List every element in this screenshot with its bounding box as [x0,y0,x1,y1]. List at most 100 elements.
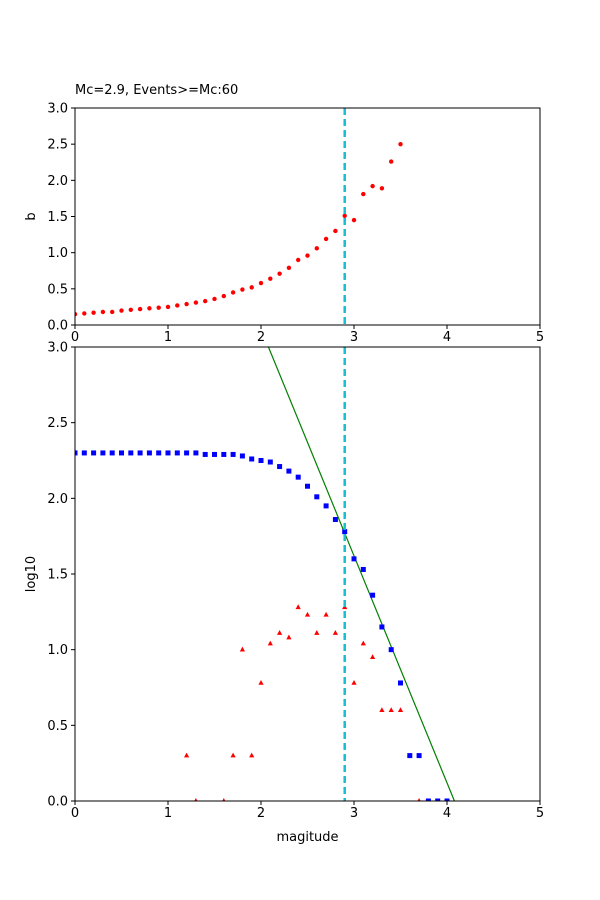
b-value-y-tick-label: 0.5 [47,282,68,297]
b-value-point [100,309,106,315]
b-value-point [351,217,357,223]
b-value-point [147,306,152,311]
non-cumulative-point [239,646,245,652]
b-value-point [91,310,96,315]
cumulative-point [305,483,310,489]
b-value-x-tick-label: 2 [257,330,265,345]
cumulative-point [202,451,208,457]
cumulative-point [323,503,329,509]
fmd-data-layer [75,347,455,801]
cumulative-point [398,680,403,686]
b-value-y-axis-label: b [24,212,39,220]
b-value-axes-frame [74,107,541,326]
b-value-point [277,271,282,276]
cumulative-point [221,451,227,457]
cumulative-point [314,494,320,500]
fmd-y-tick-label: 3.0 [47,341,68,356]
cumulative-point [444,798,450,801]
fmd-x-tick-label: 3 [350,806,358,821]
cumulative-point [146,450,152,456]
b-value-x-tick-label: 3 [350,330,358,345]
b-value-point [137,306,143,312]
b-value-point [75,311,78,317]
cumulative-point [342,529,348,535]
non-cumulative-point [370,654,376,660]
b-value-point [370,183,375,189]
non-cumulative-point [397,707,404,712]
non-cumulative-point [295,604,301,610]
non-cumulative-point [258,679,264,685]
cumulative-point [435,798,441,801]
non-cumulative-point [314,630,320,635]
cumulative-point [258,458,264,463]
non-cumulative-point [379,707,385,712]
cumulative-point [379,624,385,630]
fmd-plot-area [75,347,540,801]
cumulative-point [295,474,301,480]
b-value-plot-area [75,108,540,325]
cumulative-point [165,450,171,456]
cumulative-point [100,450,106,456]
b-value-point [175,303,180,308]
b-value-point [230,290,236,295]
cumulative-point [230,451,236,457]
cumulative-point [212,451,217,457]
b-value-point [184,301,189,307]
b-value-point [165,304,171,310]
cumulative-point [184,450,190,456]
cumulative-point [332,517,338,523]
b-value-data-layer [75,108,403,325]
b-value-point [323,236,329,242]
b-value-point [296,257,301,263]
fmd-y-axis-label: log10 [24,556,39,592]
non-cumulative-point [230,752,236,758]
non-cumulative-point [360,640,366,646]
non-cumulative-point [417,798,421,801]
cumulative-point [277,464,283,470]
b-value-y-tick-label: 0.0 [47,319,68,334]
non-cumulative-point [184,752,190,758]
cumulative-point [128,450,134,456]
fmd-y-tick-label: 2.5 [47,416,68,431]
b-value-x-tick-label: 1 [164,330,172,345]
b-value-point [398,141,403,147]
fmd-y-tick-label: 1.5 [47,568,68,583]
b-value-point [361,191,366,197]
b-value-point [203,298,208,304]
cumulative-point [119,450,124,456]
cumulative-point [388,647,394,653]
b-value-point [268,276,273,281]
cumulative-point [267,459,273,465]
cumulative-point [81,450,87,456]
cumulative-point [360,566,366,572]
frequency-magnitude-panel: 0 1 2 3 4 5 0.0 0.5 1.0 1.5 2.0 2.5 3.0 magitude log… [24,341,544,846]
b-value-point [258,280,264,286]
cumulative-point [91,450,97,456]
b-value-x-tick-label: 5 [536,330,544,345]
cumulative-point [416,753,422,759]
cumulative-point [239,453,245,459]
fmd-x-tick-label: 5 [536,806,544,821]
b-value-point [82,311,87,316]
b-value-point [193,300,199,305]
fmd-y-tick-label: 0.0 [47,795,68,810]
b-value-ticks: 0 1 2 3 4 5 0.0 0.5 1.0 1.5 2.0 2.5 3.0 [47,102,544,346]
cumulative-point [137,450,143,456]
b-value-title: Mc=2.9, Events>=Mc:60 [75,83,238,98]
cumulative-point [351,556,357,562]
non-cumulative-point [277,630,283,635]
fmd-x-tick-label: 4 [443,806,451,821]
b-value-point [305,253,310,258]
cumulative-point [193,450,199,456]
b-value-y-tick-label: 1.0 [47,246,68,261]
fmd-y-tick-label: 1.0 [47,643,68,658]
cumulative-point [249,456,255,462]
cumulative-point [407,753,413,759]
gutenberg-richter-fit-line [267,347,455,801]
non-cumulative-point [304,611,311,617]
b-value-point [110,309,115,315]
fmd-y-tick-label: 0.5 [47,719,68,734]
b-value-x-tick-label: 0 [71,330,79,345]
cumulative-point [174,450,180,456]
